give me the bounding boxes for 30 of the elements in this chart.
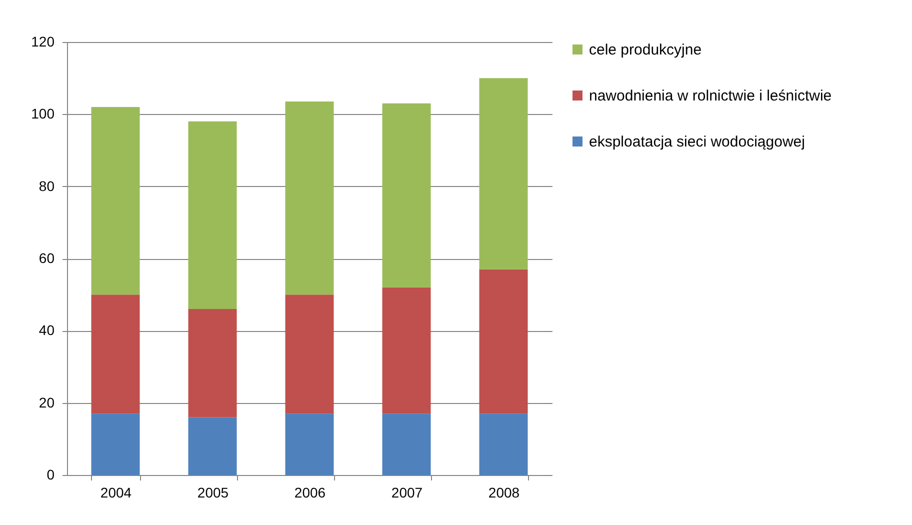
y-tick-label: 60: [38, 250, 55, 266]
bar: [382, 103, 431, 288]
bar: [285, 294, 334, 414]
bar: [382, 287, 431, 414]
bar: [91, 294, 140, 414]
legend-label: cele produkcyjne: [589, 42, 702, 58]
y-tick-label: 120: [31, 34, 55, 50]
bar: [479, 414, 528, 475]
bar: [188, 417, 237, 475]
y-tick-label: 20: [38, 394, 55, 410]
y-tick-label: 0: [46, 466, 55, 482]
x-tick-label: 2006: [294, 484, 326, 500]
bar: [188, 121, 237, 310]
bar: [479, 78, 528, 270]
bar: [91, 414, 140, 475]
x-tick-label: 2004: [100, 484, 132, 500]
bar: [91, 106, 140, 295]
y-tick-label: 40: [38, 322, 55, 338]
x-tick-label: 2005: [197, 484, 229, 500]
bar: [479, 269, 528, 414]
bar: [285, 102, 334, 295]
bar: [285, 414, 334, 475]
y-tick-label: 80: [38, 178, 55, 194]
legend-label: nawodnienia w rolnictwie i leśnictwie: [589, 88, 832, 104]
x-tick-label: 2007: [391, 484, 423, 500]
x-tick-label: 2008: [488, 484, 520, 500]
legend-label: eksploatacja sieci wodociągowej: [589, 134, 805, 150]
y-tick-label: 100: [31, 106, 55, 122]
bar: [188, 309, 237, 418]
bar: [382, 414, 431, 475]
